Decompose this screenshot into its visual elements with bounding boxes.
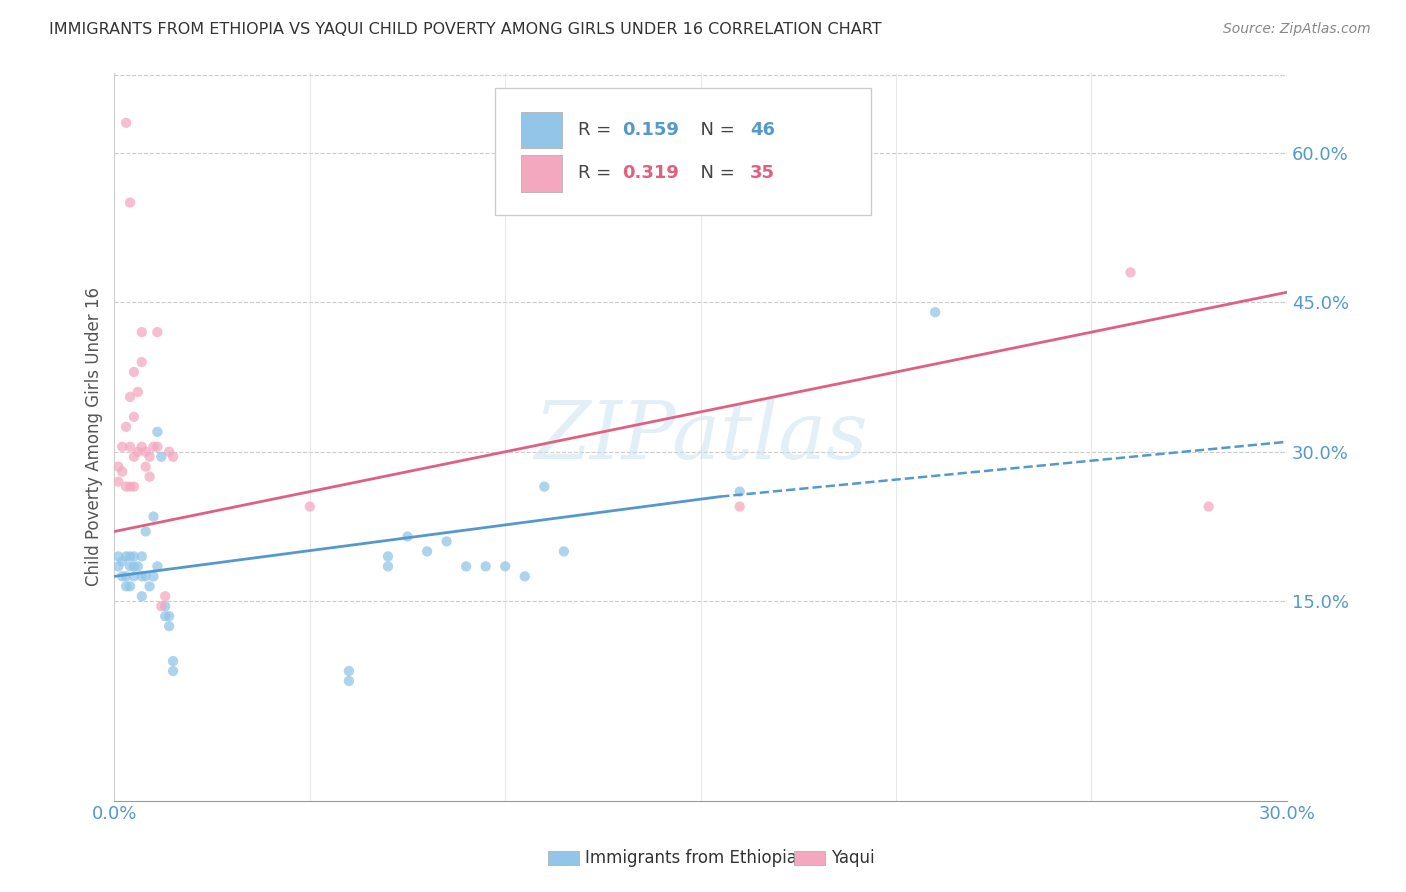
Point <box>115 116 138 130</box>
Point <box>118 559 141 574</box>
Point <box>157 609 180 624</box>
Point <box>111 569 134 583</box>
Point <box>436 534 458 549</box>
Point <box>127 444 149 458</box>
Point <box>146 559 169 574</box>
Text: 0.319: 0.319 <box>621 164 679 182</box>
Point <box>337 664 360 678</box>
Point <box>131 355 153 369</box>
FancyBboxPatch shape <box>495 87 870 215</box>
Point <box>456 559 478 574</box>
Point <box>150 450 173 464</box>
Point <box>122 450 145 464</box>
Text: R =: R = <box>578 120 616 139</box>
Point <box>127 559 149 574</box>
Point <box>118 579 141 593</box>
Point <box>146 440 169 454</box>
Point <box>107 475 129 489</box>
Point <box>122 559 145 574</box>
Point <box>118 390 141 404</box>
Text: 35: 35 <box>749 164 775 182</box>
Point <box>111 440 134 454</box>
Point <box>138 450 160 464</box>
Point <box>155 609 177 624</box>
Point <box>157 444 180 458</box>
Point <box>377 559 399 574</box>
Point <box>533 480 555 494</box>
Point <box>131 589 153 603</box>
Point <box>142 569 165 583</box>
Point <box>111 554 134 568</box>
Point <box>513 569 536 583</box>
Point <box>155 599 177 614</box>
Text: N =: N = <box>689 164 741 182</box>
Point <box>118 440 141 454</box>
Point <box>131 440 153 454</box>
Point <box>142 509 165 524</box>
Point <box>107 459 129 474</box>
Text: N =: N = <box>689 120 741 139</box>
Text: IMMIGRANTS FROM ETHIOPIA VS YAQUI CHILD POVERTY AMONG GIRLS UNDER 16 CORRELATION: IMMIGRANTS FROM ETHIOPIA VS YAQUI CHILD … <box>49 22 882 37</box>
Point <box>107 559 129 574</box>
Text: 46: 46 <box>749 120 775 139</box>
Point <box>396 529 419 543</box>
Point <box>135 569 157 583</box>
Text: R =: R = <box>578 164 616 182</box>
Point <box>122 409 145 424</box>
Text: Immigrants from Ethiopia: Immigrants from Ethiopia <box>585 849 797 867</box>
Point <box>162 664 184 678</box>
Point <box>131 569 153 583</box>
Point <box>1198 500 1220 514</box>
Point <box>553 544 575 558</box>
Point <box>111 465 134 479</box>
Point <box>118 549 141 564</box>
Point <box>337 673 360 688</box>
Point <box>118 480 141 494</box>
Point <box>416 544 439 558</box>
Point <box>474 559 496 574</box>
Point <box>1119 265 1142 279</box>
Point <box>107 549 129 564</box>
Point <box>162 450 184 464</box>
Point <box>115 569 138 583</box>
Point <box>146 325 169 339</box>
Point <box>131 549 153 564</box>
Text: 0.159: 0.159 <box>621 120 679 139</box>
Point <box>162 654 184 668</box>
Point <box>138 579 160 593</box>
Point <box>138 469 160 483</box>
Y-axis label: Child Poverty Among Girls Under 16: Child Poverty Among Girls Under 16 <box>86 287 103 586</box>
Point <box>115 480 138 494</box>
Point <box>115 420 138 434</box>
FancyBboxPatch shape <box>522 112 562 148</box>
Text: Source: ZipAtlas.com: Source: ZipAtlas.com <box>1223 22 1371 37</box>
Point <box>135 444 157 458</box>
Point <box>146 425 169 439</box>
Point <box>142 440 165 454</box>
FancyBboxPatch shape <box>522 155 562 192</box>
Point <box>122 569 145 583</box>
Point <box>122 365 145 379</box>
Point <box>298 500 321 514</box>
Point <box>115 549 138 564</box>
Point <box>157 619 180 633</box>
Point <box>728 484 751 499</box>
Point <box>728 500 751 514</box>
Point <box>118 195 141 210</box>
Point <box>494 559 516 574</box>
Point <box>122 480 145 494</box>
Point <box>127 384 149 399</box>
Point <box>122 549 145 564</box>
Point <box>377 549 399 564</box>
Text: Yaqui: Yaqui <box>831 849 875 867</box>
Point <box>924 305 946 319</box>
Point <box>155 589 177 603</box>
Point <box>150 599 173 614</box>
Point <box>131 325 153 339</box>
Point <box>115 579 138 593</box>
Point <box>135 459 157 474</box>
Point <box>135 524 157 539</box>
Text: ZIPatlas: ZIPatlas <box>534 398 868 475</box>
